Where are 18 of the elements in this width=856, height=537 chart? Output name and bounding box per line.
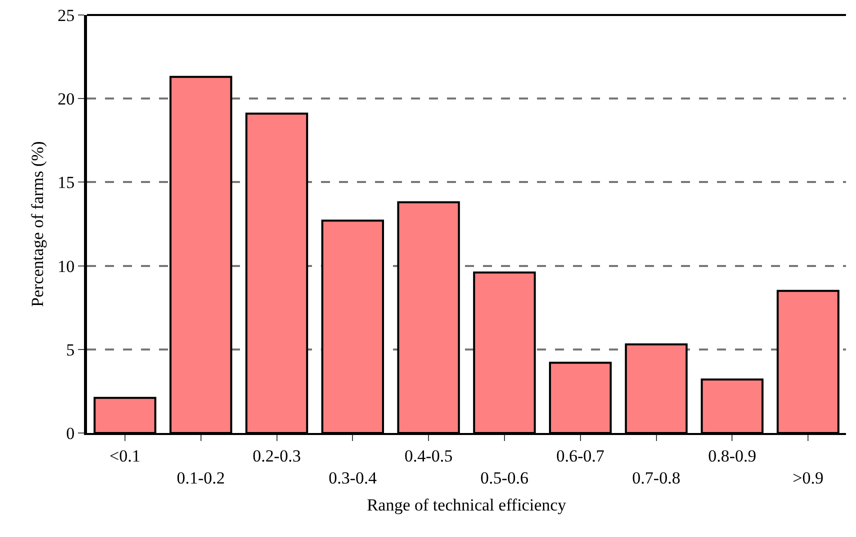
y-tick-label: 10 [58, 256, 75, 276]
x-tick-label: 0.2-0.3 [252, 446, 301, 466]
y-tick-label: 0 [66, 424, 75, 443]
x-tick-label: 0.1-0.2 [176, 468, 225, 488]
x-tick-label: 0.3-0.4 [328, 468, 378, 488]
y-tick-label: 15 [58, 173, 75, 192]
x-tick-label: 0.5-0.6 [480, 468, 529, 488]
x-tick-label: >0.9 [792, 468, 824, 488]
x-axis-title: Range of technical efficiency [366, 495, 567, 514]
y-axis-title: Percentage of farms (%) [28, 141, 48, 307]
x-tick-label: <0.1 [110, 446, 140, 466]
x-tick-label: 0.6-0.7 [556, 446, 605, 466]
y-tick-label: 25 [58, 6, 75, 25]
x-tick-label: 0.4-0.5 [404, 446, 453, 466]
y-tick-label: 5 [66, 340, 75, 360]
y-tick-label: 20 [58, 90, 75, 109]
x-tick-label: 0.8-0.9 [708, 446, 756, 466]
x-tick-label: 0.7-0.8 [632, 468, 680, 488]
